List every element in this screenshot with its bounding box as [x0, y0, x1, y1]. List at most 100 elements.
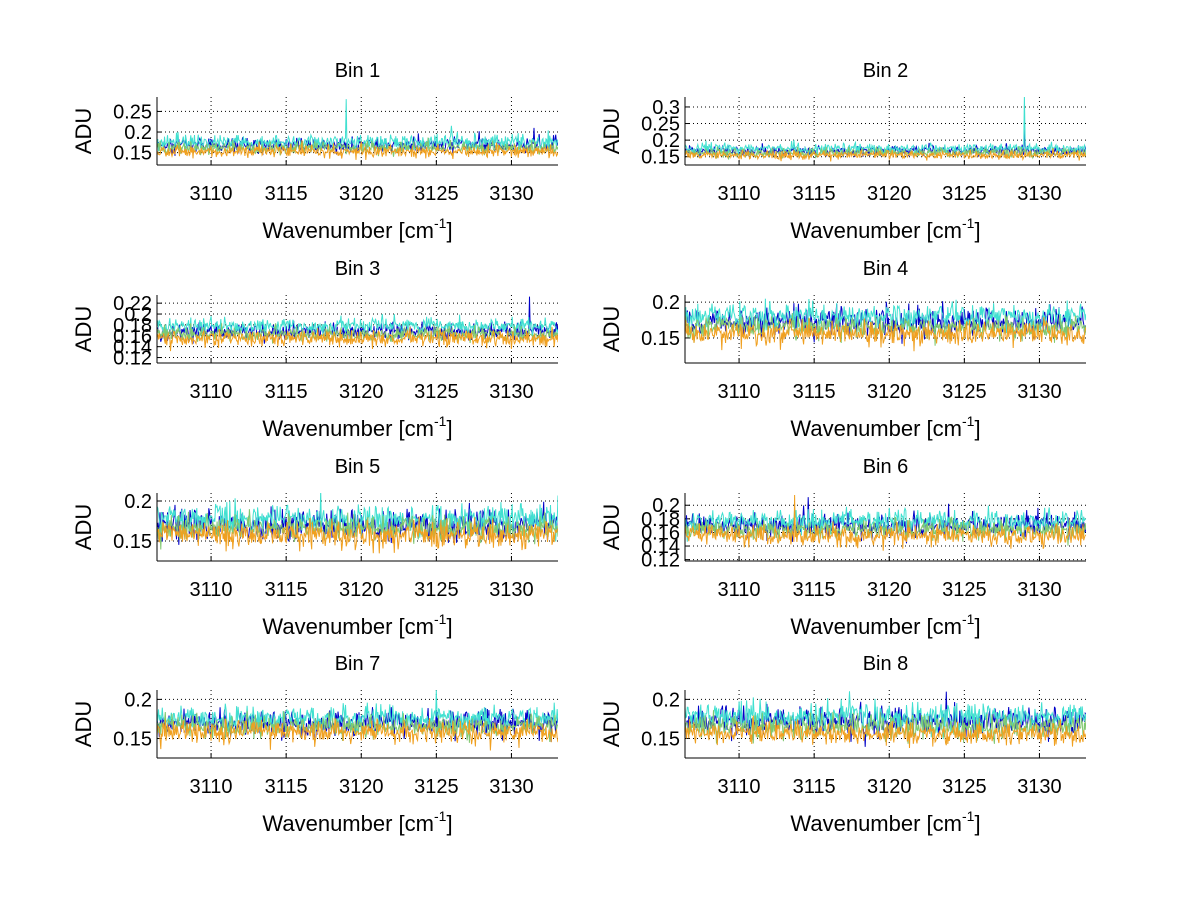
x-axis-label: Wavenumber [cm-1]	[262, 611, 452, 639]
spectrum-line-series-4	[157, 516, 558, 554]
x-tick-label: 3130	[1017, 183, 1062, 205]
x-tick-label: 3110	[718, 183, 761, 205]
y-tick-label: 0.2	[652, 130, 680, 152]
x-tick-label: 3130	[489, 579, 534, 601]
subplot-7: Bin 7 3110 3115 3120 3125 3130 0.15 0.2 ADU Waven…	[71, 653, 558, 836]
subplot-6: Bin 6 3110 3115 3120 3125 3130 0.120.140.160.1…	[599, 456, 1086, 639]
spectrum-line-series-4	[157, 326, 558, 352]
spectrum-line-series-4	[685, 316, 1086, 352]
spectrum-line-series-2	[157, 690, 558, 736]
x-axis-label-superscript: -1	[962, 611, 975, 627]
x-axis-label-base: Wavenumber [cm	[790, 811, 962, 836]
y-tick-label: 0.25	[641, 114, 680, 136]
y-tick-label: 0.15	[113, 531, 152, 553]
series-group	[157, 493, 558, 554]
x-axis-label-base: Wavenumber [cm	[262, 218, 434, 243]
x-tick-label: 3130	[489, 776, 534, 798]
x-axis-label-superscript: -1	[434, 611, 447, 627]
series-group	[685, 494, 1086, 551]
x-tick-label: 3125	[414, 381, 459, 403]
x-tick-label: 3125	[414, 776, 459, 798]
y-axis-label: ADU	[71, 701, 96, 747]
y-tick-label: 0.3	[652, 97, 680, 119]
x-tick-label: 3125	[414, 579, 459, 601]
x-axis-label-base: Wavenumber [cm	[262, 614, 434, 639]
y-tick-label: 0.2	[124, 122, 152, 144]
y-tick-label: 0.15	[641, 728, 680, 750]
y-tick-label: 0.16	[113, 326, 152, 348]
x-axis-label-base: Wavenumber [cm	[790, 416, 962, 441]
x-tick-label: 3115	[265, 183, 308, 205]
x-axis-label-superscript: -1	[962, 215, 975, 231]
x-tick-label: 3110	[190, 579, 233, 601]
x-axis-label: Wavenumber [cm-1]	[262, 413, 452, 441]
y-axis-label: ADU	[71, 306, 96, 352]
series-group	[157, 99, 558, 160]
x-axis-label: Wavenumber [cm-1]	[790, 808, 980, 836]
x-axis-label-end: ]	[446, 218, 452, 243]
x-tick-label: 3120	[339, 579, 384, 601]
spectrum-line-series-2	[685, 298, 1086, 335]
y-axis-label: ADU	[71, 504, 96, 550]
x-tick-label: 3130	[1017, 579, 1062, 601]
x-tick-label: 3125	[942, 381, 987, 403]
x-axis-label: Wavenumber [cm-1]	[790, 611, 980, 639]
y-tick-label: 0.14	[113, 337, 152, 359]
y-axis-label: ADU	[599, 504, 624, 550]
x-axis-label-end: ]	[446, 811, 452, 836]
x-axis-label-end: ]	[974, 416, 980, 441]
x-tick-label: 3130	[489, 183, 534, 205]
x-tick-label: 3130	[1017, 776, 1062, 798]
x-tick-label: 3115	[265, 776, 308, 798]
x-axis-label-end: ]	[446, 416, 452, 441]
spectrum-line-series-4	[685, 494, 1086, 551]
x-axis-label-end: ]	[974, 811, 980, 836]
series-group	[157, 690, 558, 751]
subplot-title: Bin 5	[335, 456, 381, 478]
spectrum-line-series-2	[685, 691, 1086, 740]
y-tick-label: 0.2	[652, 292, 680, 314]
x-tick-label: 3110	[718, 381, 761, 403]
series-group	[685, 97, 1086, 162]
x-tick-label: 3120	[867, 776, 912, 798]
spectrum-line-series-3	[685, 145, 1086, 160]
subplot-8: Bin 8 3110 3115 3120 3125 3130 0.15 0.2 ADU Waven…	[599, 653, 1086, 836]
spectrum-line-series-2	[685, 505, 1086, 542]
spectrum-line-series-4	[685, 148, 1086, 162]
x-tick-label: 3110	[190, 381, 233, 403]
spectrum-line-series-3	[685, 516, 1086, 546]
x-axis-label-base: Wavenumber [cm	[790, 614, 962, 639]
y-axis-label: ADU	[599, 306, 624, 352]
spectrum-line-series-3	[157, 710, 558, 743]
spectrum-line-series-4	[157, 140, 558, 160]
x-axis-label-superscript: -1	[962, 413, 975, 429]
spectrum-line-series-3	[157, 137, 558, 157]
x-tick-label: 3120	[339, 776, 384, 798]
x-axis-label-superscript: -1	[434, 808, 447, 824]
y-tick-label: 0.12	[641, 550, 680, 572]
y-tick-label: 0.25	[113, 101, 152, 123]
x-axis-label-base: Wavenumber [cm	[790, 218, 962, 243]
subplot-title: Bin 8	[863, 653, 909, 675]
x-axis-label-superscript: -1	[434, 215, 447, 231]
x-axis-label: Wavenumber [cm-1]	[790, 413, 980, 441]
subplot-title: Bin 4	[863, 258, 909, 280]
x-tick-label: 3120	[867, 579, 912, 601]
x-tick-label: 3120	[339, 183, 384, 205]
y-axis-label: ADU	[71, 108, 96, 154]
x-axis-label-end: ]	[974, 614, 980, 639]
y-tick-label: 0.2	[652, 689, 680, 711]
x-tick-label: 3120	[867, 381, 912, 403]
subplot-title: Bin 7	[335, 653, 381, 675]
subplot-4: Bin 4 3110 3115 3120 3125 3130 0.15 0.2 ADU Waven…	[599, 258, 1086, 441]
x-tick-label: 3115	[793, 776, 836, 798]
y-tick-label: 0.16	[641, 522, 680, 544]
x-axis-label-end: ]	[974, 218, 980, 243]
x-tick-label: 3110	[190, 776, 233, 798]
x-axis-label-superscript: -1	[434, 413, 447, 429]
subplot-title: Bin 3	[335, 258, 381, 280]
x-axis-label: Wavenumber [cm-1]	[262, 215, 452, 243]
subplot-title: Bin 6	[863, 456, 909, 478]
